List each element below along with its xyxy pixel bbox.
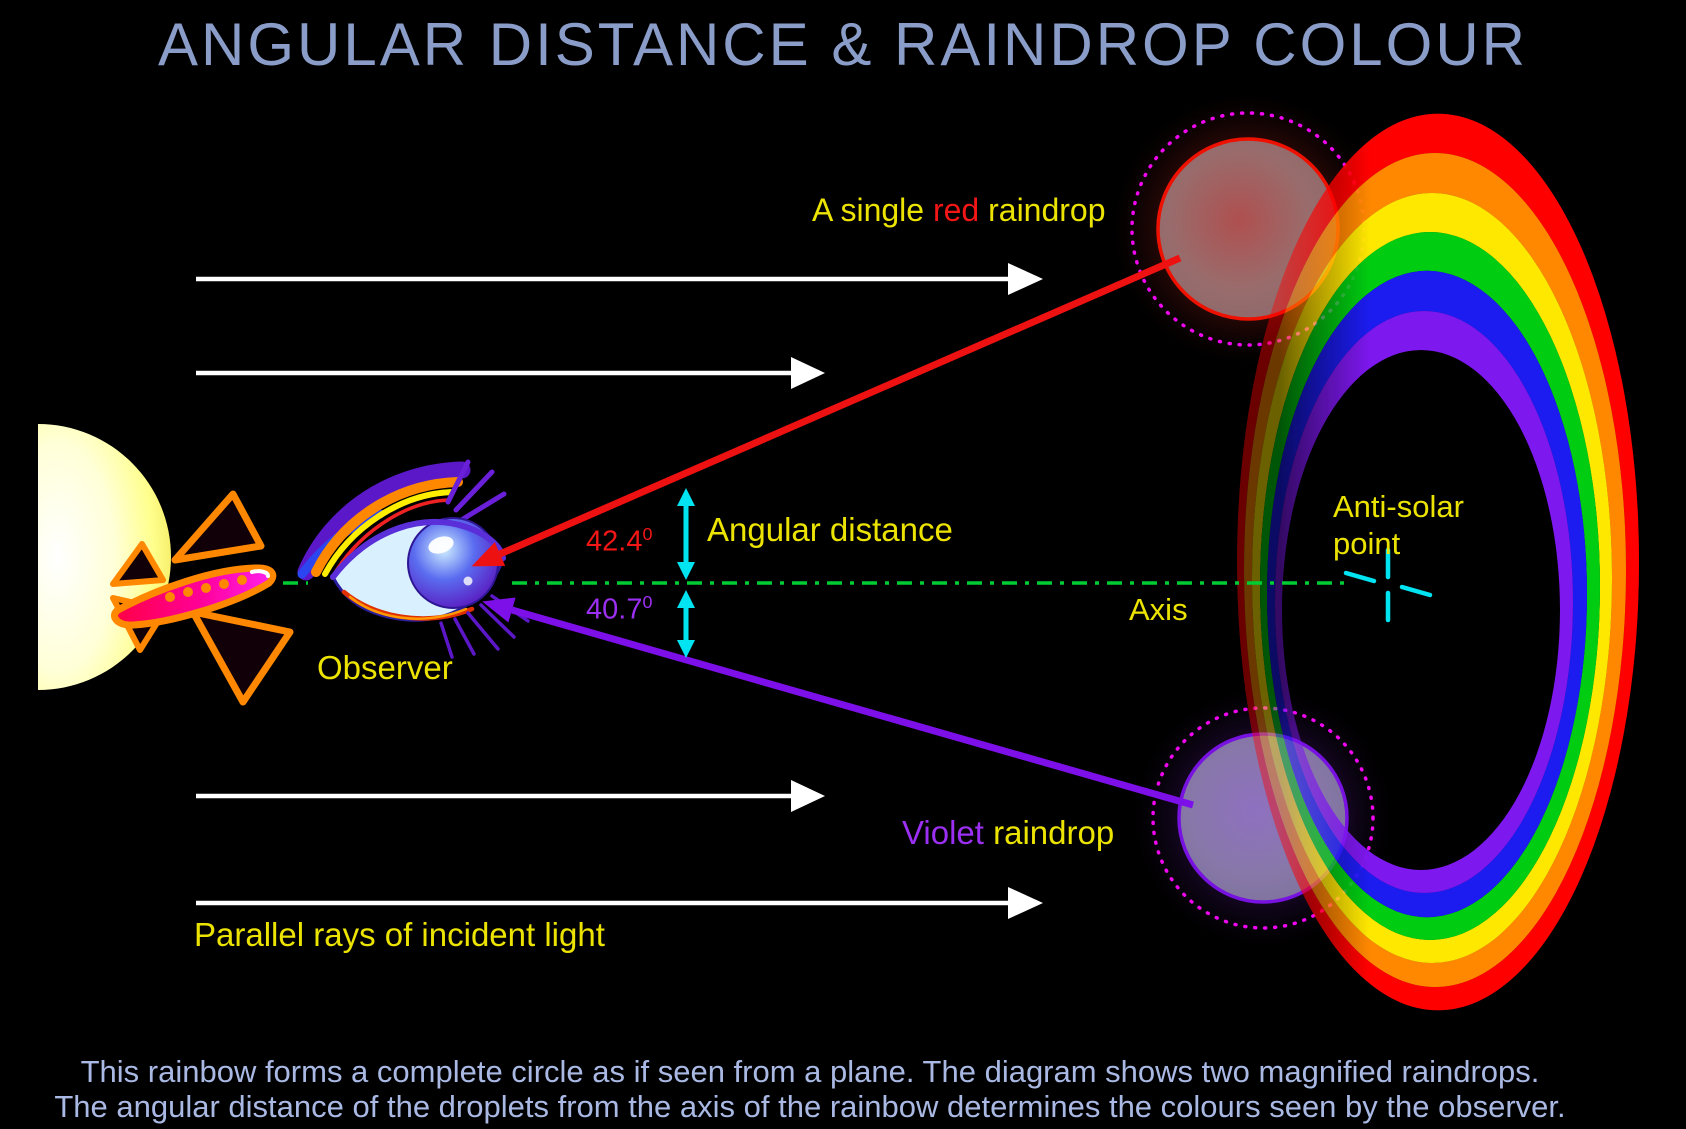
red-raindrop-label: A single red raindrop [812,192,1106,229]
violet-raindrop-dotted-outline [1151,706,1375,930]
angular-distance-arrow-upper [677,488,695,580]
violet-raindrop-label-suffix: raindrop [983,814,1115,851]
page-title: ANGULAR DISTANCE & RAINDROP COLOUR [158,11,1528,78]
red-ray-arrow [471,254,1182,567]
light-ray-arrow-3 [196,780,825,812]
red-angle-superscript: 0 [642,524,653,544]
parallel-rays-label: Parallel rays of incident light [194,916,605,953]
light-ray-arrow-1 [196,263,1043,295]
red-raindrop-label-prefix: A single [812,192,933,228]
light-ray-arrow-2 [196,357,825,389]
caption-line1: This rainbow forms a complete circle as … [80,1054,1540,1089]
anti-solar-point-label: Anti-solar point [1333,488,1464,562]
caption: This rainbow forms a complete circle as … [0,1054,1620,1124]
violet-angle-value: 40.70 [586,592,652,627]
violet-ray-arrow [482,597,1194,809]
anti-solar-crosshair-icon [1343,547,1433,623]
light-ray-arrow-4 [196,887,1043,919]
violet-angle-superscript: 0 [642,592,653,612]
red-angle-value: 42.40 [586,524,652,559]
red-raindrop-label-highlight: red [932,192,980,228]
violet-angle-number: 40.7 [586,593,643,626]
violet-raindrop-label-highlight: Violet [902,814,984,851]
rainbow-ring [1237,113,1640,1011]
anti-solar-label-line1: Anti-solar [1333,489,1464,524]
violet-raindrop-label: Violet raindrop [902,814,1114,852]
red-angle-number: 42.4 [586,525,643,558]
observer-label: Observer [317,649,453,686]
axis-label: Axis [1129,592,1188,627]
airplane-icon [110,490,294,706]
angular-distance-label: Angular distance [707,511,953,548]
caption-line2: The angular distance of the droplets fro… [54,1089,1566,1124]
red-raindrop-label-suffix: raindrop [979,192,1106,228]
parallel-light-rays [196,263,1043,919]
anti-solar-label-line2: point [1333,526,1401,561]
angular-distance-arrow-lower [677,590,695,658]
